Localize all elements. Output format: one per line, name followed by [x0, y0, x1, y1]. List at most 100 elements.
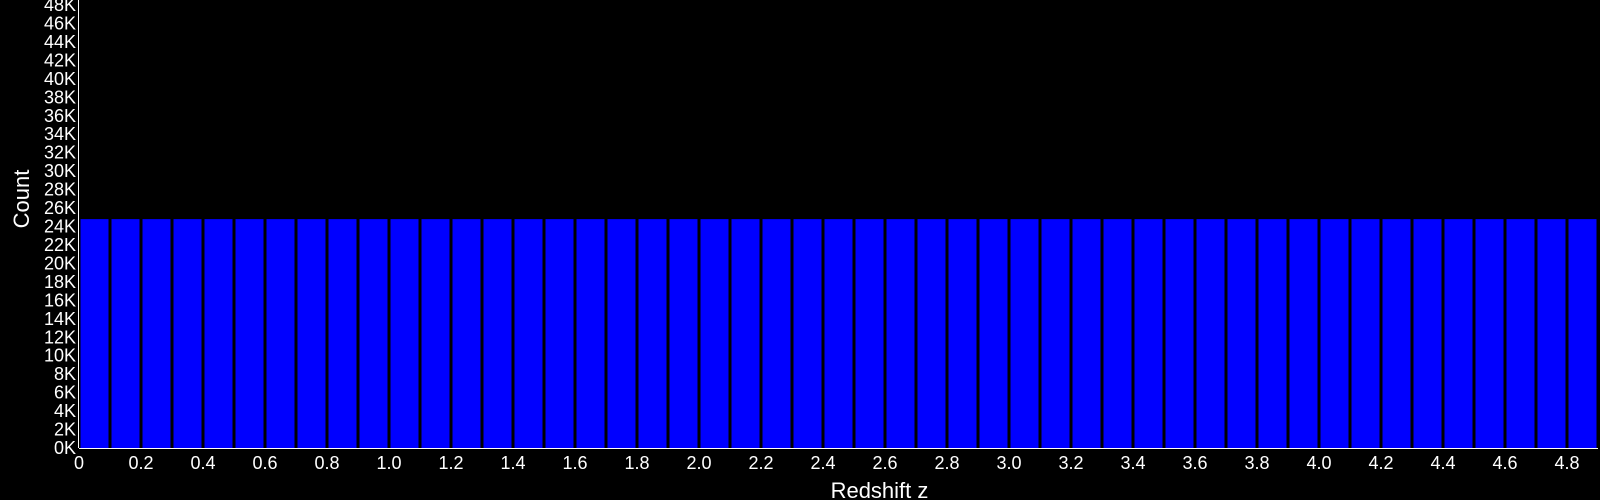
histogram-bar: [1475, 219, 1504, 448]
histogram-bar: [762, 219, 791, 448]
x-tick-label: 3.2: [1058, 453, 1083, 473]
histogram-bar: [1506, 219, 1535, 448]
histogram-bar: [1258, 219, 1287, 448]
x-tick-label: 2.4: [810, 453, 835, 473]
histogram-bar: [669, 219, 698, 448]
histogram-bar: [700, 219, 729, 448]
histogram-bar: [948, 219, 977, 448]
histogram-bar: [607, 219, 636, 448]
histogram-bar: [1382, 219, 1411, 448]
histogram-bar: [204, 219, 233, 448]
y-tick-label: 36K: [44, 106, 76, 126]
y-tick-label: 8K: [54, 364, 76, 384]
histogram-bar: [1227, 219, 1256, 448]
y-tick-label: 44K: [44, 32, 76, 52]
x-tick-label: 3.0: [996, 453, 1021, 473]
x-tick-label: 0.2: [128, 453, 153, 473]
histogram-bar: [514, 219, 543, 448]
histogram-bar: [731, 219, 760, 448]
histogram-bar: [545, 219, 574, 448]
histogram-bar: [1165, 219, 1194, 448]
bars-group: [80, 219, 1597, 448]
y-tick-label: 14K: [44, 309, 76, 329]
y-tick-label: 6K: [54, 383, 76, 403]
y-tick-label: 2K: [54, 420, 76, 440]
x-tick-label: 2.0: [686, 453, 711, 473]
x-tick-label: 2.2: [748, 453, 773, 473]
y-tick-label: 12K: [44, 327, 76, 347]
y-axis-ticks: 0K2K4K6K8K10K12K14K16K18K20K22K24K26K28K…: [44, 0, 76, 458]
histogram-bar: [1196, 219, 1225, 448]
histogram-bar: [1568, 219, 1597, 448]
histogram-bar: [1134, 219, 1163, 448]
y-tick-label: 10K: [44, 346, 76, 366]
x-tick-label: 4.2: [1368, 453, 1393, 473]
histogram-bar: [855, 219, 884, 448]
y-tick-label: 22K: [44, 235, 76, 255]
histogram-bar: [1010, 219, 1039, 448]
y-tick-label: 48K: [44, 0, 76, 15]
y-tick-label: 24K: [44, 217, 76, 237]
x-tick-label: 1.2: [438, 453, 463, 473]
histogram-bar: [917, 219, 946, 448]
x-tick-label: 1.4: [500, 453, 525, 473]
y-tick-label: 38K: [44, 87, 76, 107]
y-tick-label: 30K: [44, 161, 76, 181]
y-axis-title: Count: [9, 170, 34, 229]
histogram-bar: [1289, 219, 1318, 448]
x-tick-label: 4.0: [1306, 453, 1331, 473]
histogram-bar: [297, 219, 326, 448]
x-tick-label: 1.6: [562, 453, 587, 473]
histogram-bar: [173, 219, 202, 448]
y-tick-label: 16K: [44, 290, 76, 310]
x-tick-label: 4.8: [1554, 453, 1579, 473]
x-tick-label: 2.6: [872, 453, 897, 473]
y-tick-label: 18K: [44, 272, 76, 292]
y-tick-label: 28K: [44, 180, 76, 200]
x-tick-label: 4.4: [1430, 453, 1455, 473]
y-tick-label: 34K: [44, 124, 76, 144]
x-axis-title: Redshift z: [831, 478, 929, 500]
histogram-bar: [824, 219, 853, 448]
histogram-bar: [421, 219, 450, 448]
y-tick-label: 0K: [54, 438, 76, 458]
y-tick-label: 4K: [54, 401, 76, 421]
histogram-bar: [483, 219, 512, 448]
histogram-bar: [142, 219, 171, 448]
histogram-bar: [266, 219, 295, 448]
histogram-bar: [1103, 219, 1132, 448]
x-tick-label: 0.8: [314, 453, 339, 473]
y-tick-label: 20K: [44, 253, 76, 273]
x-axis-ticks: 0 0.2 0.4 0.6 0.8 1.0 1.2 1.4 1.6 1.8 2.0 2.2 2.4 2.6…: [74, 453, 1580, 473]
histogram-bar: [1351, 219, 1380, 448]
histogram-bar: [80, 219, 109, 448]
histogram-bar: [979, 219, 1008, 448]
histogram-bar: [328, 219, 357, 448]
histogram-bar: [1320, 219, 1349, 448]
histogram-bar: [1072, 219, 1101, 448]
histogram-bar: [638, 219, 667, 448]
histogram-bar: [1537, 219, 1566, 448]
x-tick-label: 3.8: [1244, 453, 1269, 473]
x-tick-label: 1.8: [624, 453, 649, 473]
histogram-bar: [1413, 219, 1442, 448]
histogram-bar: [576, 219, 605, 448]
x-tick-label: 0.4: [190, 453, 215, 473]
histogram-bar: [359, 219, 388, 448]
y-tick-label: 40K: [44, 69, 76, 89]
x-tick-label: 2.8: [934, 453, 959, 473]
histogram-bar: [111, 219, 140, 448]
histogram-bar: [793, 219, 822, 448]
y-tick-label: 42K: [44, 50, 76, 70]
histogram-bar: [452, 219, 481, 448]
histogram-bar: [1444, 219, 1473, 448]
x-tick-label: 3.4: [1120, 453, 1145, 473]
y-tick-label: 26K: [44, 198, 76, 218]
x-tick-label: 0: [74, 453, 84, 473]
y-tick-label: 32K: [44, 143, 76, 163]
histogram-bar: [886, 219, 915, 448]
x-tick-label: 4.6: [1492, 453, 1517, 473]
x-tick-label: 0.6: [252, 453, 277, 473]
